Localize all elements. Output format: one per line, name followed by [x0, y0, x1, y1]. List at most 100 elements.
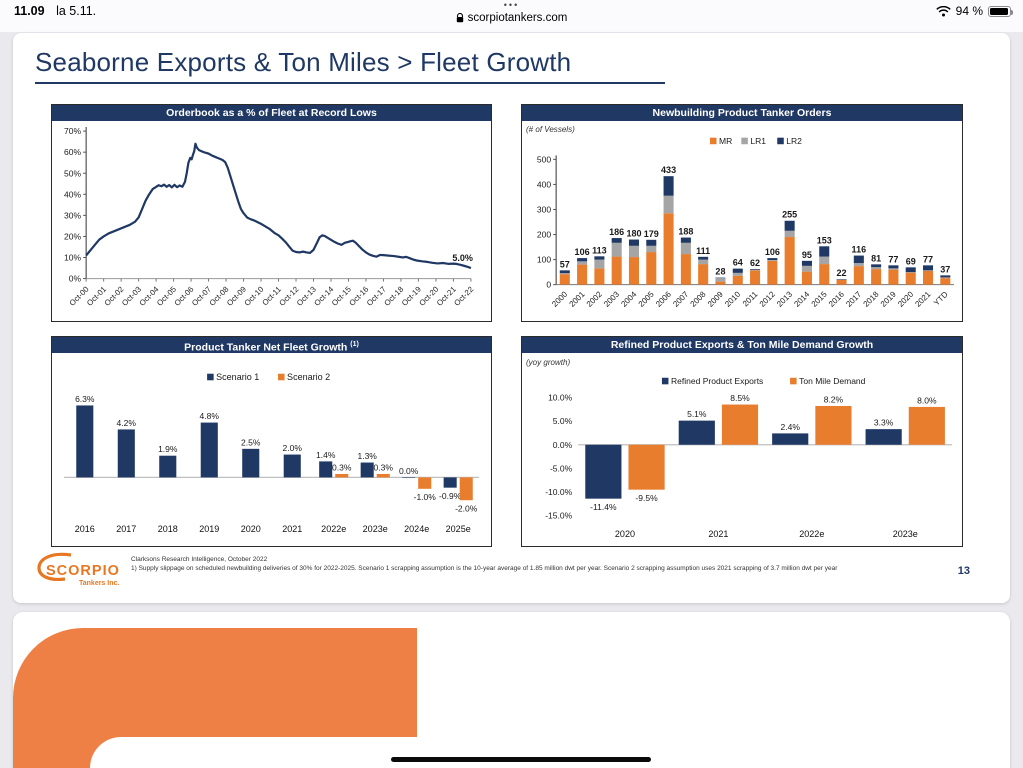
footnote-source: Clarksons Research Intelligence, October…	[131, 556, 268, 563]
svg-text:2020: 2020	[896, 289, 915, 308]
svg-text:2010: 2010	[723, 289, 742, 308]
svg-text:186: 186	[609, 227, 624, 237]
svg-text:8.2%: 8.2%	[824, 394, 844, 404]
svg-text:2006: 2006	[654, 289, 673, 308]
svg-text:-5.0%: -5.0%	[550, 463, 573, 473]
svg-text:106: 106	[765, 247, 780, 257]
svg-text:Ton Mile Demand: Ton Mile Demand	[799, 376, 866, 386]
svg-text:62: 62	[750, 258, 760, 268]
svg-text:179: 179	[644, 229, 659, 239]
page-number: 13	[957, 565, 970, 577]
svg-text:3.3%: 3.3%	[874, 418, 894, 428]
svg-text:2018: 2018	[158, 524, 178, 534]
svg-text:300: 300	[537, 204, 551, 214]
svg-text:57: 57	[560, 259, 570, 269]
svg-text:2019: 2019	[879, 289, 898, 308]
svg-text:111: 111	[696, 246, 710, 256]
svg-text:2023e: 2023e	[893, 529, 918, 539]
svg-text:2017: 2017	[116, 524, 136, 534]
svg-text:0.0%: 0.0%	[399, 466, 419, 476]
svg-text:8.5%: 8.5%	[730, 393, 750, 403]
svg-text:5.0%: 5.0%	[553, 416, 573, 426]
battery-icon	[988, 5, 1013, 17]
chart-orderbook-title: Orderbook as a % of Fleet at Record Lows	[52, 105, 491, 121]
svg-text:-11.4%: -11.4%	[590, 502, 617, 512]
logo-wordmark: SCORPIO	[46, 563, 120, 579]
svg-text:81: 81	[871, 253, 881, 263]
svg-text:2002: 2002	[585, 289, 604, 308]
svg-text:28: 28	[715, 267, 725, 277]
svg-text:40%: 40%	[64, 189, 81, 199]
chart-newbuilding-orders: Newbuilding Product Tanker Orders (# of …	[521, 104, 963, 322]
svg-text:0%: 0%	[69, 274, 82, 284]
svg-text:-1.0%: -1.0%	[414, 492, 437, 502]
slide-title-underline: Seaborne Exports & Ton Miles > Fleet Gro…	[35, 47, 665, 84]
svg-text:2012: 2012	[758, 289, 777, 308]
svg-text:2.4%: 2.4%	[781, 422, 801, 432]
svg-text:70%: 70%	[64, 126, 81, 136]
home-indicator[interactable]	[391, 757, 651, 762]
svg-text:37: 37	[940, 264, 950, 274]
lock-icon	[456, 13, 463, 23]
svg-text:2014: 2014	[792, 289, 811, 308]
svg-text:2020: 2020	[241, 524, 261, 534]
svg-text:77: 77	[888, 254, 898, 264]
svg-text:200: 200	[537, 230, 551, 240]
svg-text:-10.0%: -10.0%	[545, 487, 572, 497]
svg-text:2021: 2021	[913, 289, 932, 308]
svg-text:2015: 2015	[810, 289, 829, 308]
chart-fleet-title: Product Tanker Net Fleet Growth	[184, 341, 348, 354]
slide-title: Seaborne Exports & Ton Miles > Fleet Gro…	[35, 47, 572, 77]
browser-more-dots[interactable]: •••	[503, 0, 520, 10]
svg-text:4.2%: 4.2%	[117, 418, 137, 428]
svg-text:2004: 2004	[619, 289, 638, 308]
svg-text:30%: 30%	[64, 210, 81, 220]
chart-net-fleet-growth: Product Tanker Net Fleet Growth (1) Scen…	[51, 336, 492, 547]
svg-text:-9.5%: -9.5%	[635, 493, 658, 503]
svg-text:2013: 2013	[775, 289, 794, 308]
address-bar[interactable]: scorpiotankers.com	[456, 11, 567, 25]
decorative-white-cutout	[90, 737, 1010, 768]
svg-text:77: 77	[923, 254, 933, 264]
status-left: 11.09 la 5.11.	[14, 4, 96, 18]
svg-text:-15.0%: -15.0%	[545, 511, 572, 521]
svg-text:188: 188	[678, 226, 693, 236]
svg-text:-2.0%: -2.0%	[455, 503, 478, 513]
svg-text:0.0%: 0.0%	[553, 440, 573, 450]
svg-text:2001: 2001	[568, 289, 587, 308]
svg-text:1.3%: 1.3%	[357, 451, 377, 461]
svg-text:0: 0	[546, 280, 551, 290]
svg-text:LR1: LR1	[750, 136, 766, 146]
svg-text:1.9%: 1.9%	[158, 444, 178, 454]
svg-text:2.0%: 2.0%	[283, 443, 303, 453]
svg-text:113: 113	[592, 245, 607, 255]
svg-text:180: 180	[626, 228, 641, 238]
svg-text:64: 64	[733, 258, 743, 268]
status-bar: 11.09 la 5.11. ••• scorpiotankers.com 94…	[0, 0, 1023, 32]
svg-text:0.3%: 0.3%	[332, 462, 352, 472]
svg-text:100: 100	[537, 255, 551, 265]
svg-text:2019: 2019	[199, 524, 219, 534]
svg-text:2.5%: 2.5%	[241, 437, 261, 447]
svg-text:LR2: LR2	[786, 136, 802, 146]
footnote-assumptions: 1) Supply slippage on scheduled newbuild…	[131, 565, 838, 572]
svg-text:69: 69	[906, 256, 916, 266]
status-time: 11.09	[14, 4, 45, 18]
svg-text:153: 153	[817, 235, 832, 245]
svg-text:5.1%: 5.1%	[687, 409, 707, 419]
wifi-icon	[935, 5, 951, 16]
svg-text:2007: 2007	[671, 289, 690, 308]
svg-text:8.0%: 8.0%	[917, 395, 937, 405]
svg-text:MR: MR	[719, 136, 732, 146]
svg-text:4.8%: 4.8%	[200, 411, 220, 421]
svg-text:2003: 2003	[602, 289, 621, 308]
svg-text:2018: 2018	[862, 289, 881, 308]
svg-text:500: 500	[537, 154, 551, 164]
svg-text:2020: 2020	[615, 529, 635, 539]
svg-text:2022e: 2022e	[321, 524, 346, 534]
battery-percent-label: 94 %	[955, 4, 983, 18]
svg-text:2021: 2021	[282, 524, 302, 534]
svg-text:5.0%: 5.0%	[452, 253, 473, 263]
svg-text:2024e: 2024e	[404, 524, 429, 534]
svg-text:(# of Vessels): (# of Vessels)	[526, 125, 575, 134]
